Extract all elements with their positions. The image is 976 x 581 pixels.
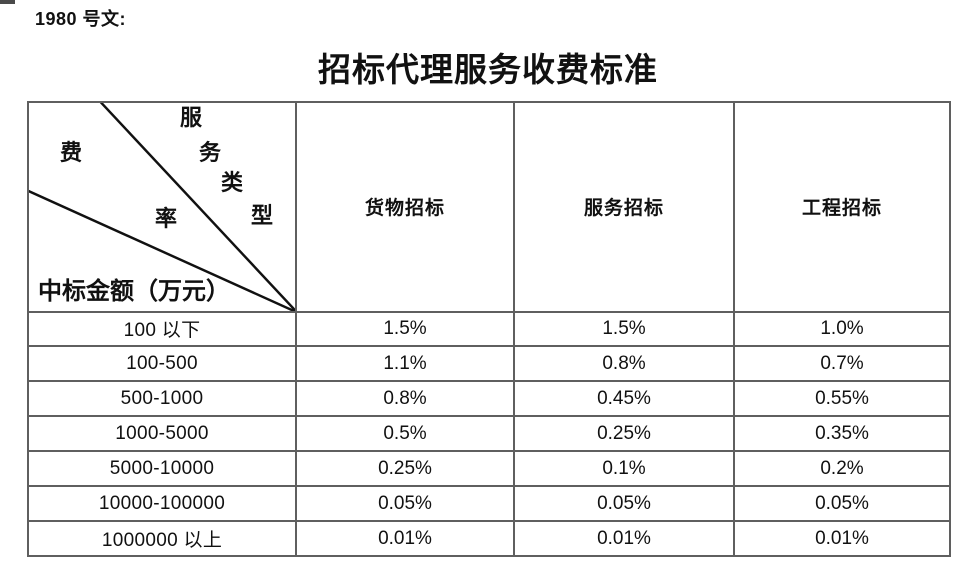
fee-cell: 0.55%	[733, 380, 951, 418]
row-label: 100-500	[27, 345, 297, 383]
fee-cell: 0.05%	[295, 485, 515, 523]
fee-cell: 1.1%	[295, 345, 515, 383]
column-header-works: 工程招标	[733, 101, 951, 313]
column-header-goods: 货物招标	[295, 101, 515, 313]
table-row: 100-500 1.1% 0.8% 0.7%	[27, 345, 951, 383]
fee-cell: 0.05%	[733, 485, 951, 523]
fee-cell: 1.5%	[513, 310, 735, 348]
fee-cell: 0.5%	[295, 415, 515, 453]
fee-cell: 0.8%	[513, 345, 735, 383]
row-label: 1000-5000	[27, 415, 297, 453]
fee-cell: 1.5%	[295, 310, 515, 348]
table-header-row: 服 务 类 型 费 率 中标金额（万元） 货物招标 服务招标 工程招标	[27, 101, 951, 313]
fee-cell: 1.0%	[733, 310, 951, 348]
table-row: 500-1000 0.8% 0.45% 0.55%	[27, 380, 951, 418]
fee-cell: 0.7%	[733, 345, 951, 383]
row-label: 5000-10000	[27, 450, 297, 488]
service-type-char-1: 服	[179, 105, 203, 130]
table-row: 10000-100000 0.05% 0.05% 0.05%	[27, 485, 951, 523]
amount-header-label: 中标金额（万元）	[38, 278, 230, 305]
service-type-char-3: 类	[220, 170, 244, 195]
diagonal-header-cell: 服 务 类 型 费 率 中标金额（万元）	[27, 101, 297, 313]
fee-cell: 0.1%	[513, 450, 735, 488]
table-row: 100 以下 1.5% 1.5% 1.0%	[27, 310, 951, 348]
fee-cell: 0.01%	[513, 520, 735, 557]
row-label: 500-1000	[27, 380, 297, 418]
row-label: 10000-100000	[27, 485, 297, 523]
fee-cell: 0.45%	[513, 380, 735, 418]
fee-cell: 0.25%	[295, 450, 515, 488]
page-edge-artifact	[0, 0, 15, 4]
page-title: 招标代理服务收费标准	[318, 53, 658, 89]
column-header-services: 服务招标	[513, 101, 735, 313]
table-row: 1000-5000 0.5% 0.25% 0.35%	[27, 415, 951, 453]
service-type-char-2: 务	[198, 140, 222, 165]
fee-cell: 0.01%	[733, 520, 951, 557]
table-row: 5000-10000 0.25% 0.1% 0.2%	[27, 450, 951, 488]
doc-number-label: 1980 号文:	[35, 9, 127, 29]
fee-rate-char-1: 费	[59, 140, 83, 165]
fee-cell: 0.8%	[295, 380, 515, 418]
fee-cell: 0.01%	[295, 520, 515, 557]
fee-cell: 0.25%	[513, 415, 735, 453]
fee-standard-table: 服 务 类 型 费 率 中标金额（万元） 货物招标 服务招标 工程招标 100 …	[27, 101, 951, 557]
table-row: 1000000 以上 0.01% 0.01% 0.01%	[27, 520, 951, 557]
row-label: 100 以下	[27, 310, 297, 348]
service-type-char-4: 型	[250, 203, 274, 228]
fee-cell: 0.05%	[513, 485, 735, 523]
diagonal-divider-lines	[29, 103, 295, 311]
fee-cell: 0.35%	[733, 415, 951, 453]
fee-cell: 0.2%	[733, 450, 951, 488]
fee-rate-char-2: 率	[154, 206, 178, 231]
row-label: 1000000 以上	[27, 520, 297, 557]
